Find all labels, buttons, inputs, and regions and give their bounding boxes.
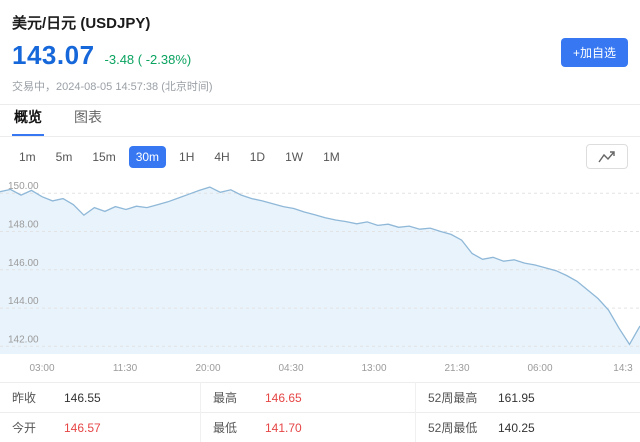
x-axis-label: 21:30 bbox=[444, 363, 469, 374]
stat-label: 昨收 bbox=[12, 391, 37, 405]
stats-column-2: 最高 146.65 最低 141.70 bbox=[200, 382, 415, 442]
timeframe-toolbar: 1m 5m 15m 30m 1H 4H 1D 1W 1M bbox=[0, 137, 640, 174]
stats-column-1: 昨收 146.55 今开 146.57 bbox=[0, 382, 200, 442]
price-chart-svg: 150.00 148.00 146.00 144.00 142.00 03:00 11:30… bbox=[0, 181, 640, 374]
timeframe-30m[interactable]: 30m bbox=[128, 145, 167, 168]
stats-column-3: 52周最高 161.95 52周最低 140.25 bbox=[415, 382, 640, 442]
y-axis-label: 142.00 bbox=[8, 334, 39, 345]
x-axis-label: 06:00 bbox=[527, 363, 552, 374]
last-price: 143.07 bbox=[12, 40, 95, 70]
stat-value: 146.65 bbox=[265, 390, 302, 405]
stat-value: 146.55 bbox=[64, 390, 101, 405]
timeframe-1w[interactable]: 1W bbox=[278, 146, 310, 168]
x-axis-label: 20:00 bbox=[195, 363, 220, 374]
chart-area-fill bbox=[0, 187, 640, 354]
stat-52w-high: 52周最高 161.95 bbox=[416, 382, 640, 412]
line-chart-icon bbox=[598, 150, 615, 162]
tab-chart[interactable]: 图表 bbox=[74, 109, 102, 125]
x-axis-label: 04:30 bbox=[278, 363, 303, 374]
add-watchlist-button[interactable]: +加自选 bbox=[560, 38, 628, 67]
x-axis-label: 14:3 bbox=[613, 363, 633, 374]
x-axis-label: 11:30 bbox=[113, 363, 138, 374]
stat-label: 52周最低 bbox=[428, 421, 478, 435]
stat-value: 141.70 bbox=[265, 420, 302, 435]
timeframe-4h[interactable]: 4H bbox=[207, 146, 236, 168]
stat-label: 今开 bbox=[12, 421, 37, 435]
stat-value: 161.95 bbox=[498, 390, 535, 405]
stats-section: 昨收 146.55 今开 146.57 最高 146.65 最低 141.70 … bbox=[0, 382, 640, 442]
stat-label: 最低 bbox=[213, 421, 238, 435]
chart-style-button[interactable] bbox=[586, 144, 628, 169]
stat-high: 最高 146.65 bbox=[201, 382, 415, 412]
timeframe-group: 1m 5m 15m 30m 1H 4H 1D 1W 1M bbox=[12, 145, 347, 168]
price-chart[interactable]: 150.00 148.00 146.00 144.00 142.00 03:00 11:30… bbox=[0, 176, 640, 378]
x-axis-label: 03:00 bbox=[29, 363, 54, 374]
chart-price-line bbox=[0, 186, 640, 346]
instrument-title: 美元/日元 (USDJPY) bbox=[12, 15, 151, 32]
timeframe-1h[interactable]: 1H bbox=[172, 146, 201, 168]
trading-status: 交易中，2024-08-05 14:57:38 (北京时间) bbox=[12, 81, 213, 93]
y-axis-label: 150.00 bbox=[8, 181, 39, 192]
stat-open: 今开 146.57 bbox=[0, 412, 200, 442]
tab-overview[interactable]: 概览 bbox=[12, 101, 44, 136]
timeframe-15m[interactable]: 15m bbox=[85, 146, 122, 168]
timeframe-1d[interactable]: 1D bbox=[243, 146, 272, 168]
price-change: -3.48 ( -2.38%) bbox=[104, 52, 192, 67]
y-axis-label: 144.00 bbox=[8, 296, 39, 307]
stat-label: 52周最高 bbox=[428, 391, 478, 405]
stat-label: 最高 bbox=[213, 391, 238, 405]
timeframe-1m[interactable]: 1m bbox=[12, 146, 43, 168]
quote-header: 美元/日元 (USDJPY) +加自选 143.07 -3.48 ( -2.38… bbox=[0, 0, 640, 105]
price-row: 143.07 -3.48 ( -2.38%) bbox=[12, 40, 628, 71]
timeframe-1m[interactable]: 1M bbox=[316, 146, 347, 168]
stat-low: 最低 141.70 bbox=[201, 412, 415, 442]
stat-prev-close: 昨收 146.55 bbox=[0, 382, 200, 412]
stat-value: 140.25 bbox=[498, 420, 535, 435]
y-axis-label: 146.00 bbox=[8, 258, 39, 269]
stat-52w-low: 52周最低 140.25 bbox=[416, 412, 640, 442]
stat-value: 146.57 bbox=[64, 420, 101, 435]
x-axis-label: 13:00 bbox=[361, 363, 386, 374]
tabs-bar: 概览 图表 bbox=[0, 105, 640, 137]
y-axis-label: 148.00 bbox=[8, 220, 39, 231]
timeframe-5m[interactable]: 5m bbox=[49, 146, 80, 168]
